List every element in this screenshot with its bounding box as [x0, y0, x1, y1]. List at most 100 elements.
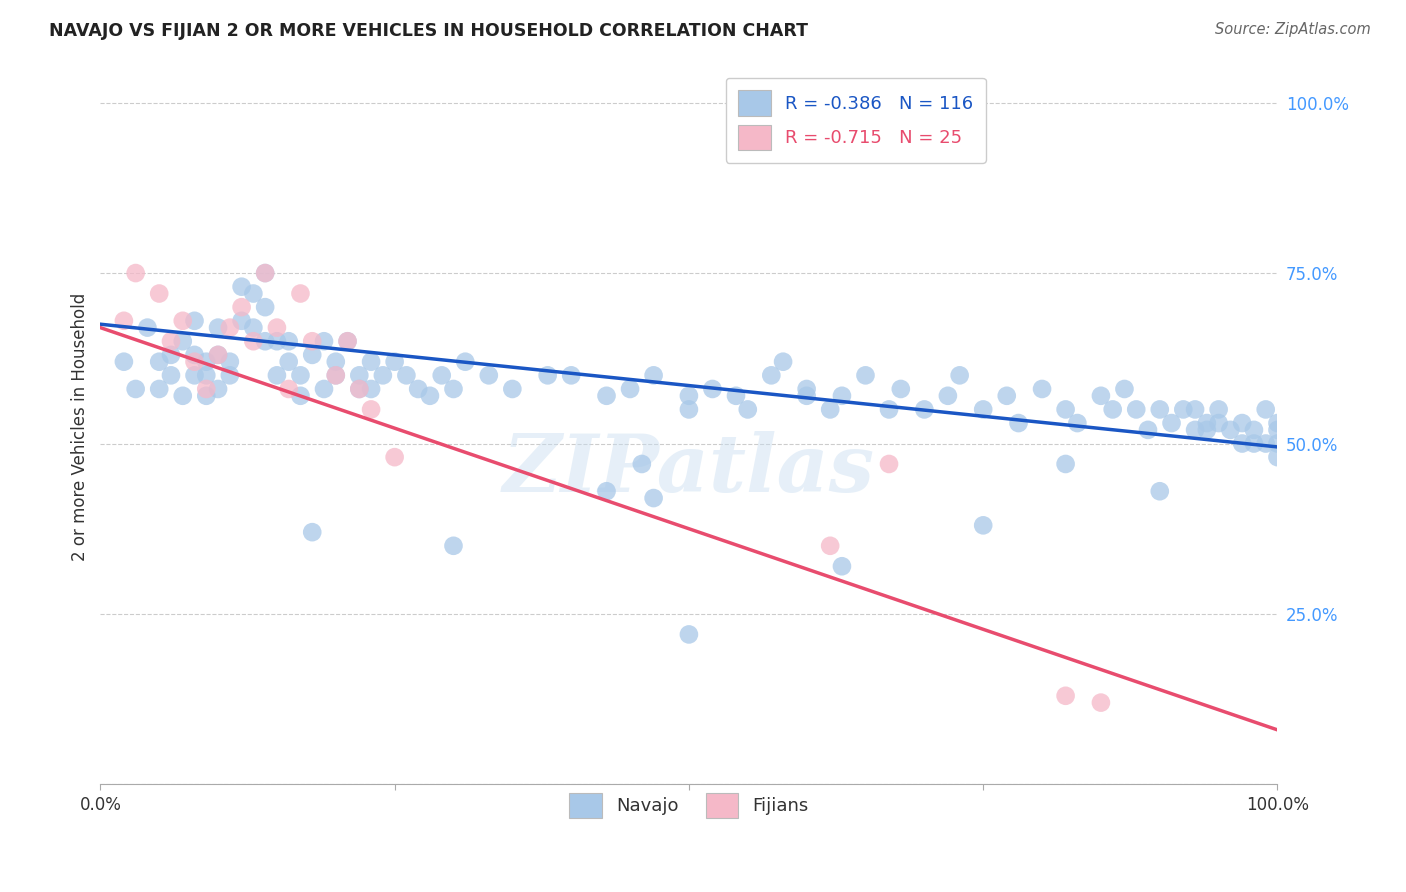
Point [1267, 450, 1289, 465]
Point [796, 389, 818, 403]
Point [336, 334, 359, 349]
Point [1054, 402, 1077, 417]
Point [995, 389, 1018, 403]
Point [172, 334, 194, 349]
Point [443, 382, 465, 396]
Point [290, 389, 312, 403]
Point [1208, 402, 1230, 417]
Text: ZIPatlas: ZIPatlas [503, 431, 875, 508]
Point [242, 286, 264, 301]
Point [1066, 416, 1088, 430]
Point [818, 539, 841, 553]
Point [112, 314, 135, 328]
Point [619, 382, 641, 396]
Point [207, 348, 229, 362]
Point [595, 484, 617, 499]
Point [254, 300, 277, 314]
Point [737, 402, 759, 417]
Point [242, 334, 264, 349]
Point [1149, 484, 1171, 499]
Point [1195, 423, 1218, 437]
Point [290, 286, 312, 301]
Point [1054, 689, 1077, 703]
Point [724, 389, 747, 403]
Point [325, 368, 347, 383]
Point [136, 320, 159, 334]
Point [112, 354, 135, 368]
Point [1243, 436, 1265, 450]
Point [1125, 402, 1147, 417]
Point [195, 354, 218, 368]
Point [195, 389, 218, 403]
Point [1208, 416, 1230, 430]
Point [277, 354, 299, 368]
Point [218, 320, 240, 334]
Point [218, 354, 240, 368]
Point [501, 382, 523, 396]
Point [266, 368, 288, 383]
Point [1254, 402, 1277, 417]
Point [643, 368, 665, 383]
Text: NAVAJO VS FIJIAN 2 OR MORE VEHICLES IN HOUSEHOLD CORRELATION CHART: NAVAJO VS FIJIAN 2 OR MORE VEHICLES IN H… [49, 22, 808, 40]
Point [290, 368, 312, 383]
Point [430, 368, 453, 383]
Point [160, 348, 183, 362]
Point [254, 334, 277, 349]
Point [254, 266, 277, 280]
Point [172, 389, 194, 403]
Point [1267, 416, 1289, 430]
Point [349, 382, 371, 396]
Point [207, 382, 229, 396]
Point [831, 559, 853, 574]
Point [1243, 423, 1265, 437]
Point [325, 368, 347, 383]
Point [172, 314, 194, 328]
Point [148, 286, 170, 301]
Point [1184, 423, 1206, 437]
Point [183, 354, 205, 368]
Point [1054, 457, 1077, 471]
Point [443, 539, 465, 553]
Point [1149, 402, 1171, 417]
Point [231, 279, 253, 293]
Point [855, 368, 877, 383]
Point [678, 389, 700, 403]
Point [1195, 416, 1218, 430]
Point [1230, 436, 1253, 450]
Point [160, 368, 183, 383]
Point [384, 450, 406, 465]
Point [972, 402, 994, 417]
Y-axis label: 2 or more Vehicles in Household: 2 or more Vehicles in Household [72, 293, 89, 560]
Point [336, 334, 359, 349]
Point [419, 389, 441, 403]
Point [371, 368, 394, 383]
Point [207, 320, 229, 334]
Point [912, 402, 935, 417]
Point [1230, 416, 1253, 430]
Point [325, 354, 347, 368]
Point [148, 354, 170, 368]
Point [124, 382, 146, 396]
Point [266, 334, 288, 349]
Point [537, 368, 560, 383]
Point [936, 389, 959, 403]
Point [406, 382, 429, 396]
Point [254, 266, 277, 280]
Point [478, 368, 501, 383]
Point [360, 382, 382, 396]
Point [301, 348, 323, 362]
Point [831, 389, 853, 403]
Point [1160, 416, 1182, 430]
Point [312, 382, 335, 396]
Point [195, 382, 218, 396]
Point [772, 354, 794, 368]
Point [761, 368, 783, 383]
Point [1090, 696, 1112, 710]
Point [1007, 416, 1029, 430]
Point [277, 382, 299, 396]
Point [277, 334, 299, 349]
Point [218, 368, 240, 383]
Point [349, 382, 371, 396]
Point [1101, 402, 1123, 417]
Point [349, 368, 371, 383]
